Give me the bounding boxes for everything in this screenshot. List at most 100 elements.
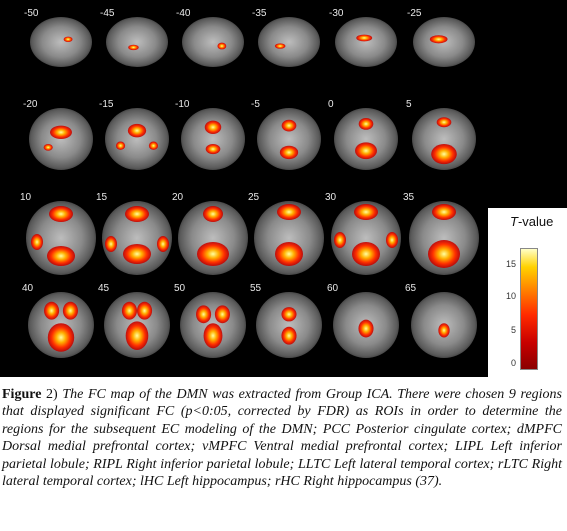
colorbar-tick: 5	[510, 325, 516, 335]
activation-blob	[47, 246, 75, 266]
activation-blob	[121, 301, 137, 320]
activation-blob	[214, 305, 230, 324]
brain-slice-grid	[26, 17, 479, 358]
colorbar-tick: 10	[505, 291, 516, 301]
brain-slice	[258, 17, 320, 67]
brain-slice-shape	[334, 108, 398, 170]
activation-blob	[275, 242, 303, 266]
caption-label: Figure	[2, 387, 42, 402]
brain-slice-shape	[258, 17, 320, 67]
brain-slice	[30, 17, 92, 67]
activation-blob	[204, 120, 222, 134]
brain-slice-shape	[106, 17, 168, 67]
activation-blob	[115, 141, 126, 150]
colorbar-tick: 0	[510, 358, 516, 368]
activation-blob	[50, 125, 72, 139]
brain-slice	[409, 201, 479, 275]
activation-blob	[358, 319, 374, 338]
activation-blob	[386, 232, 398, 248]
activation-blob	[358, 118, 374, 130]
brain-slice	[28, 292, 94, 358]
caption-number: 2)	[41, 387, 58, 402]
activation-blob	[217, 42, 227, 50]
slice-coordinate-label: -20	[23, 99, 38, 110]
brain-slice	[182, 17, 244, 67]
brain-slice	[178, 201, 248, 275]
slice-coordinate-label: 15	[96, 192, 108, 203]
activation-blob	[205, 144, 221, 155]
slice-coordinate-label: -50	[24, 8, 39, 19]
brain-slice-shape	[257, 108, 321, 170]
activation-blob	[279, 145, 299, 160]
fc-map-figure: -50 -45 -40 -35 -30 -25 -20 -15 -10 -5 0 5 10 15 20 25 3…	[0, 0, 567, 377]
activation-blob	[125, 321, 149, 350]
activation-blob	[127, 123, 147, 138]
activation-blob	[123, 244, 151, 264]
brain-slice	[256, 292, 322, 358]
brain-slice	[413, 17, 475, 67]
activation-blob	[431, 144, 457, 165]
activation-blob	[148, 141, 159, 150]
brain-slice-shape	[335, 17, 397, 67]
slice-coordinate-label: 55	[250, 283, 262, 294]
slice-coordinate-label: 30	[325, 192, 337, 203]
activation-blob	[334, 232, 346, 248]
brain-slice-shape	[181, 108, 245, 170]
brain-slice-shape	[26, 201, 96, 275]
slice-coordinate-label: 50	[174, 283, 186, 294]
slice-coordinate-label: 45	[98, 283, 110, 294]
slice-coordinate-label: 0	[328, 99, 334, 110]
activation-blob	[203, 323, 223, 349]
caption-text: The FC map of the DMN was extracted from…	[2, 387, 562, 490]
colorbar-tick: 15	[505, 259, 516, 269]
activation-blob	[277, 204, 301, 220]
brain-slice	[180, 292, 246, 358]
slice-coordinate-label: 40	[22, 283, 34, 294]
figure-caption: Figure 2) The FC map of the DMN was extr…	[2, 386, 562, 490]
activation-blob	[62, 301, 78, 320]
activation-blob	[274, 43, 286, 49]
activation-blob	[125, 206, 149, 222]
colorbar-legend: T-value 15 10 5 0	[488, 208, 567, 377]
brain-slice	[335, 17, 397, 67]
activation-blob	[47, 323, 75, 352]
activation-blob	[105, 236, 117, 252]
slice-coordinate-label: -30	[329, 8, 344, 19]
slice-coordinate-label: -25	[407, 8, 422, 19]
brain-slice-shape	[105, 108, 169, 170]
brain-slice	[105, 108, 169, 170]
brain-slice-shape	[30, 17, 92, 67]
activation-blob	[128, 44, 139, 51]
slice-coordinate-label: -35	[252, 8, 267, 19]
brain-slice	[333, 292, 399, 358]
activation-blob	[157, 236, 169, 252]
activation-blob	[31, 234, 43, 250]
activation-blob	[429, 35, 448, 44]
activation-blob	[137, 301, 153, 320]
brain-slice	[104, 292, 170, 358]
brain-slice-shape	[178, 201, 248, 275]
activation-blob	[428, 240, 460, 268]
brain-slice	[411, 292, 477, 358]
brain-slice	[334, 108, 398, 170]
brain-slice-shape	[409, 201, 479, 275]
slice-coordinate-label: 5	[406, 99, 412, 110]
activation-blob	[43, 144, 53, 151]
slice-coordinate-label: 10	[20, 192, 32, 203]
slice-coordinate-label: -45	[100, 8, 115, 19]
slice-coordinate-label: 20	[172, 192, 184, 203]
activation-blob	[49, 206, 73, 222]
slice-coordinate-label: -15	[99, 99, 114, 110]
activation-blob	[44, 301, 60, 320]
brain-slice-shape	[102, 201, 172, 275]
brain-slice	[331, 201, 401, 275]
brain-slice-shape	[331, 201, 401, 275]
activation-blob	[355, 142, 377, 160]
brain-slice-shape	[182, 17, 244, 67]
colorbar-gradient	[520, 248, 538, 370]
brain-slice	[106, 17, 168, 67]
slice-coordinate-label: 60	[327, 283, 339, 294]
brain-slice-shape	[256, 292, 322, 358]
brain-slice	[181, 108, 245, 170]
activation-blob	[354, 204, 378, 220]
